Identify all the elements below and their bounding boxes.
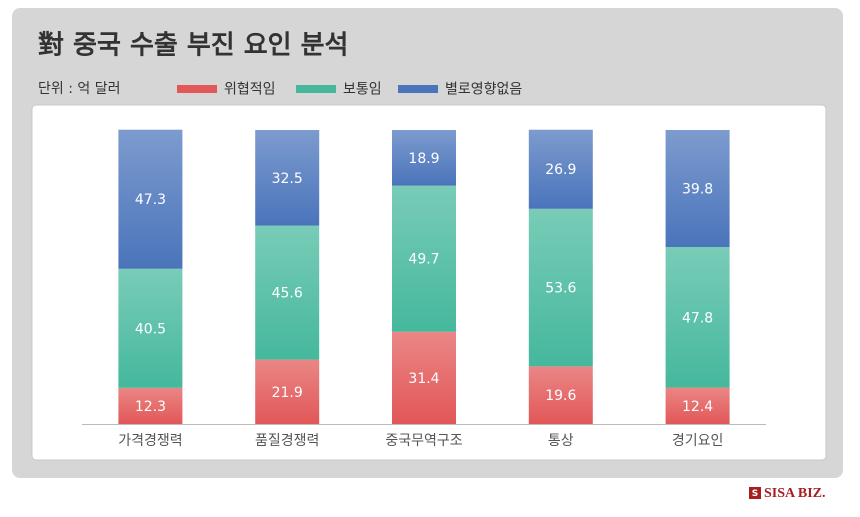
chart-title: 對 중국 수출 부진 요인 분석: [38, 31, 348, 61]
data-label: 19.6: [545, 388, 576, 404]
brand-logo-mark: S: [752, 489, 758, 499]
x-tick-label: 가격경쟁력: [118, 433, 182, 449]
x-tick-label: 통상: [548, 433, 574, 449]
bar-segment: [665, 130, 730, 248]
bar-segment: [665, 387, 730, 424]
data-label: 26.9: [545, 162, 576, 178]
legend-label: 위협적임: [224, 82, 276, 98]
x-tick-label: 중국무역구조: [385, 433, 462, 449]
data-label: 12.3: [135, 399, 166, 415]
bar-segment: [528, 129, 593, 209]
legend-swatch: [177, 85, 217, 93]
bar-segment: [255, 130, 320, 226]
data-label: 12.4: [682, 399, 713, 415]
x-tick-label: 경기요인: [672, 433, 724, 449]
x-tick-label: 품질경쟁력: [255, 433, 319, 449]
data-label: 40.5: [135, 321, 166, 337]
bar-segment: [255, 225, 320, 360]
data-label: 49.7: [408, 252, 439, 268]
data-label: 21.9: [272, 385, 303, 401]
legend-label: 보통임: [343, 82, 382, 98]
bar-segment: [528, 366, 593, 424]
bar-segment: [255, 359, 320, 424]
bar-segment: [392, 185, 456, 332]
data-label: 18.9: [408, 151, 439, 167]
bar-segment: [392, 130, 456, 186]
unit-label: 단위 : 억 달러: [38, 81, 120, 97]
bar-segment: [118, 268, 183, 388]
bar-segment: [528, 208, 593, 367]
bar-segment: [665, 247, 730, 388]
brand-name: SISA BIZ.: [764, 486, 825, 501]
legend-swatch: [398, 85, 438, 93]
legend-swatch: [296, 85, 336, 93]
data-label: 31.4: [408, 371, 439, 387]
data-label: 53.6: [545, 281, 576, 297]
bar-segment: [118, 387, 183, 424]
brand-logo: [749, 487, 761, 499]
bar-segment: [392, 331, 456, 424]
bar-segment: [118, 129, 183, 269]
legend-label: 별로영향없음: [445, 82, 522, 98]
data-label: 32.5: [272, 171, 303, 187]
data-label: 45.6: [272, 286, 303, 302]
data-label: 39.8: [682, 182, 713, 198]
data-label: 47.3: [135, 192, 166, 208]
data-label: 47.8: [682, 310, 713, 326]
